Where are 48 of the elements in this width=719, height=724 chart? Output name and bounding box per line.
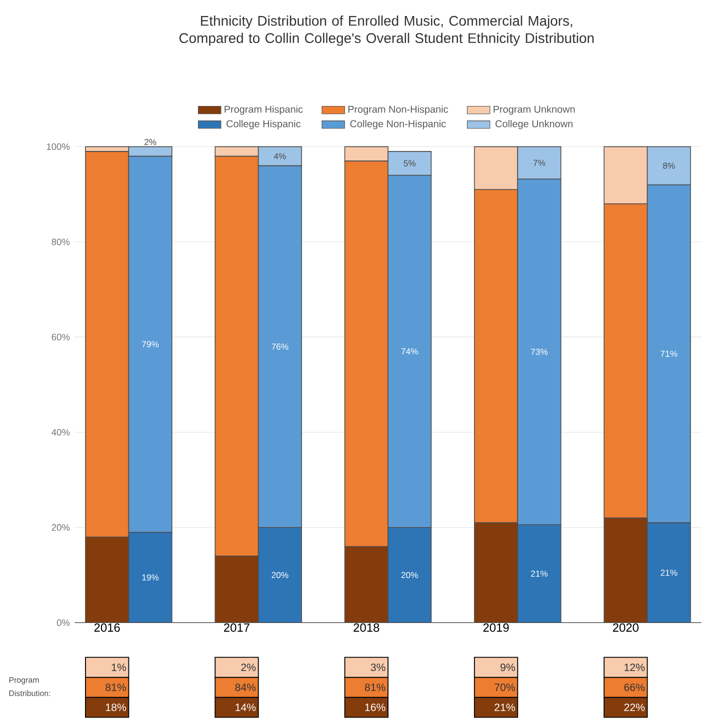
data-label: 8% [663,162,676,169]
data-label: 21% [494,704,516,712]
data-label: 66% [624,684,645,692]
data-label: 19% [142,574,159,580]
data-label: 70% [494,684,516,692]
data-label: 21% [660,570,678,576]
legend-label: College Hispanic [226,120,301,130]
y-tick-label: 40% [52,428,70,436]
x-tick-label: 2019 [484,623,509,632]
data-label: 20% [272,572,288,578]
x-tick-label: 2018 [354,623,380,632]
chart-title: Ethnicity Distribution of Enrolled Music, Commercial Majors, Compared to Collin College's Overall Student Ethnicity Distribution [180,16,594,46]
legend-label: Program Hispanic [224,105,303,115]
data-label: 71% [660,350,678,357]
x-tick-label: 2016 [94,623,120,632]
data-label: 7% [534,160,546,166]
data-label: 14% [236,704,256,712]
legend-label: College Non-Hispanic [350,120,446,130]
legend-label: Program Non-Hispanic [348,105,448,115]
data-label: 18% [106,704,126,712]
y-tick-label: 100% [47,143,70,150]
x-tick-label: 2020 [613,623,639,632]
data-label: 79% [142,341,159,348]
data-label: 3% [370,664,386,672]
data-label: 4% [274,153,286,160]
data-label: 22% [624,704,645,712]
data-label: 81% [365,684,386,692]
data-label: 2% [241,664,256,672]
data-label: 12% [624,664,645,672]
data-label: 84% [235,684,256,692]
data-label: 2% [144,138,156,146]
data-label: 1% [112,664,126,672]
data-label: 76% [272,344,288,350]
data-label: 20% [402,572,418,578]
data-label: 16% [365,704,386,712]
legend-label: Program Unknown [494,105,575,115]
y-tick-label: 0% [57,619,70,626]
data-label: 5% [404,160,416,166]
y-tick-label: 20% [52,524,70,531]
y-tick-label: 60% [52,334,70,340]
legend-label: College Unknown [496,120,573,130]
data-label: 73% [531,348,548,355]
y-tick-label: 80% [52,238,70,246]
x-tick-label: 2017 [224,623,250,632]
data-label: 9% [500,664,516,672]
data-label: 74% [402,348,418,354]
data-label: 21% [531,570,548,577]
data-label: 81% [106,684,126,692]
